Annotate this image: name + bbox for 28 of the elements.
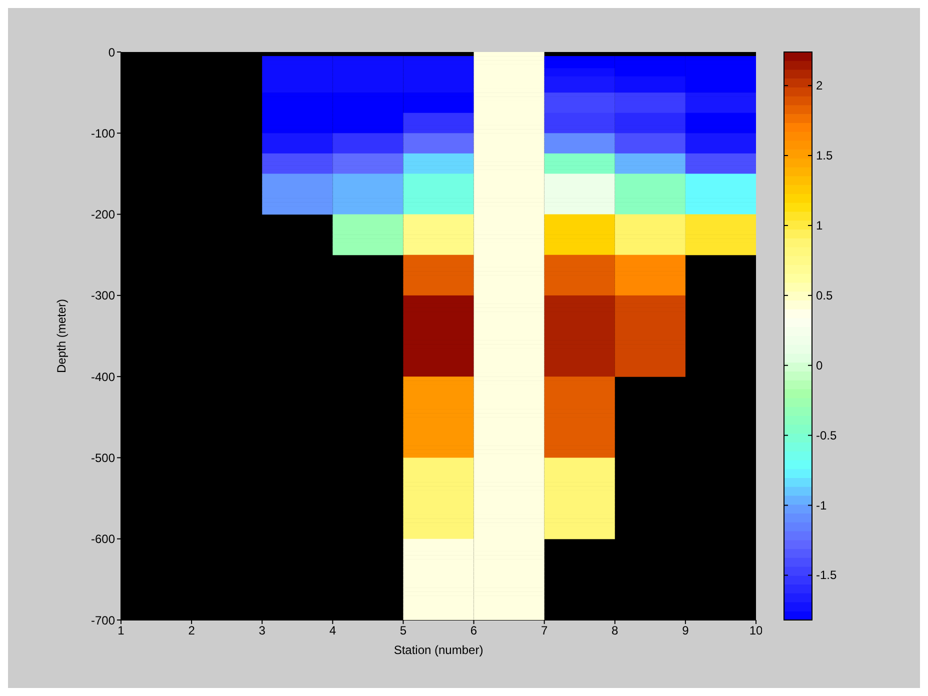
x-tick-label: 10 bbox=[749, 624, 763, 638]
color-bar-label: -1 bbox=[816, 498, 827, 512]
y-tick-label: -100 bbox=[90, 126, 116, 140]
y-tick-label: -400 bbox=[90, 370, 116, 384]
color-bar-label: 0 bbox=[816, 358, 823, 372]
x-tick-label: 5 bbox=[400, 624, 407, 638]
color-bar-label: 1 bbox=[816, 218, 823, 232]
x-tick-label: 6 bbox=[470, 624, 478, 638]
x-tick-label: 1 bbox=[118, 624, 125, 638]
y-tick-label: -700 bbox=[90, 613, 116, 628]
y-tick-label: 0 bbox=[108, 45, 116, 60]
color-bar-label: -1.5 bbox=[816, 568, 838, 582]
x-tick-label: 4 bbox=[329, 624, 336, 638]
x-tick-label: 3 bbox=[258, 624, 266, 638]
y-tick-label: -200 bbox=[90, 208, 116, 222]
x-tick-label: 7 bbox=[540, 624, 548, 638]
y-tick-label: -300 bbox=[90, 288, 116, 303]
y-axis-title: Depth (meter) bbox=[54, 298, 68, 374]
color-bar-label: 2 bbox=[816, 78, 823, 93]
x-tick-label: 2 bbox=[188, 624, 196, 638]
color-bar-label: 0.5 bbox=[816, 288, 834, 302]
x-tick-label: 8 bbox=[612, 624, 619, 638]
y-tick-label: -600 bbox=[90, 532, 116, 546]
y-tick-label: -500 bbox=[90, 450, 116, 465]
x-axis-title: Station (number) bbox=[394, 643, 484, 657]
color-bar-label: 1.5 bbox=[816, 148, 834, 163]
x-tick-label: 9 bbox=[682, 624, 690, 638]
color-bar-label: -0.5 bbox=[816, 428, 838, 442]
